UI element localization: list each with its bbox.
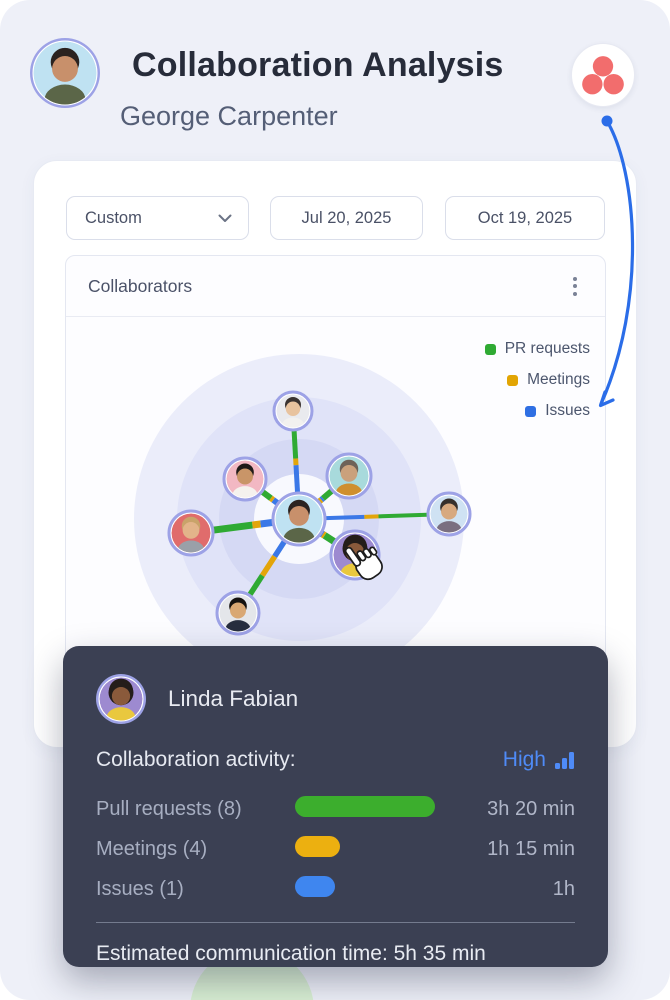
stat-row-meetings: Meetings (4) 1h 15 min [96, 829, 575, 869]
collaborator-node-linda-tooltip [96, 674, 146, 724]
stat-time: 1h [552, 877, 575, 900]
page-header: Collaboration Analysis George Carpenter [0, 0, 670, 160]
collaborator-node-right[interactable] [426, 491, 472, 540]
stat-row-pull-requests: Pull requests (8) 3h 20 min [96, 789, 575, 829]
legend-item-pr-requests[interactable]: PR requests [484, 340, 590, 358]
kebab-dot [573, 284, 577, 288]
asana-logo-icon [582, 56, 624, 95]
collaborator-tooltip: Linda Fabian Collaboration activity: Hig… [63, 646, 608, 967]
kebab-dot [573, 291, 577, 296]
collaborator-node-george-header [30, 38, 100, 108]
kebab-dot [573, 276, 577, 281]
stat-label: Pull requests (8) [96, 797, 242, 820]
legend-swatch-yellow [507, 374, 519, 386]
chevron-down-icon [218, 214, 232, 222]
filter-bar: Custom Jul 20, 2025 Oct 19, 2025 [66, 196, 606, 240]
legend-swatch-green [484, 343, 496, 355]
legend-label: PR requests [504, 340, 590, 357]
collaborator-node-top[interactable] [272, 390, 314, 434]
stat-row-issues: Issues (1) 1h [96, 869, 575, 909]
collaborator-node-george[interactable] [271, 491, 327, 551]
activity-level: High [502, 748, 546, 771]
stat-time: 3h 20 min [487, 797, 575, 820]
tooltip-activity-row: Collaboration activity: High [96, 748, 575, 772]
tooltip-name: Linda Fabian [168, 686, 299, 711]
activity-label: Collaboration activity: [96, 748, 296, 771]
collaborator-node-upper-right[interactable] [325, 452, 373, 503]
end-date-button[interactable]: Oct 19, 2025 [445, 196, 605, 240]
bar-chart-icon [555, 751, 574, 769]
stat-bar-yellow [295, 836, 340, 857]
tooltip-header: Linda Fabian [96, 674, 575, 724]
tooltip-avatar [96, 674, 146, 724]
range-select-value: Custom [85, 208, 142, 227]
legend-item-meetings[interactable]: Meetings [507, 371, 590, 389]
collaborator-node-left[interactable] [167, 509, 215, 560]
legend-swatch-blue [525, 405, 537, 417]
legend-label: Meetings [527, 371, 590, 388]
stat-bar-blue [295, 876, 335, 897]
legend-item-issues[interactable]: Issues [525, 402, 590, 420]
page-title: Collaboration Analysis [132, 46, 504, 84]
kebab-menu-button[interactable] [567, 271, 583, 302]
range-select[interactable]: Custom [66, 196, 249, 240]
legend-label: Issues [545, 402, 590, 419]
tooltip-footer: Estimated communication time: 5h 35 min [96, 942, 486, 965]
stat-label: Issues (1) [96, 877, 184, 900]
panel-header: Collaborators [66, 256, 605, 317]
stat-time: 1h 15 min [487, 837, 575, 860]
collaborator-node-upper-left[interactable] [222, 456, 268, 505]
asana-app-button[interactable] [571, 43, 635, 107]
tooltip-divider [96, 922, 575, 923]
panel-title: Collaborators [88, 275, 193, 296]
chart-legend: PR requests Meetings Issues [484, 340, 590, 420]
stat-label: Meetings (4) [96, 837, 208, 860]
stat-bar-green [295, 796, 435, 817]
user-avatar [30, 38, 100, 108]
collaborator-node-bottom-left[interactable] [215, 590, 261, 639]
start-date-button[interactable]: Jul 20, 2025 [270, 196, 423, 240]
page-subtitle: George Carpenter [120, 101, 338, 131]
